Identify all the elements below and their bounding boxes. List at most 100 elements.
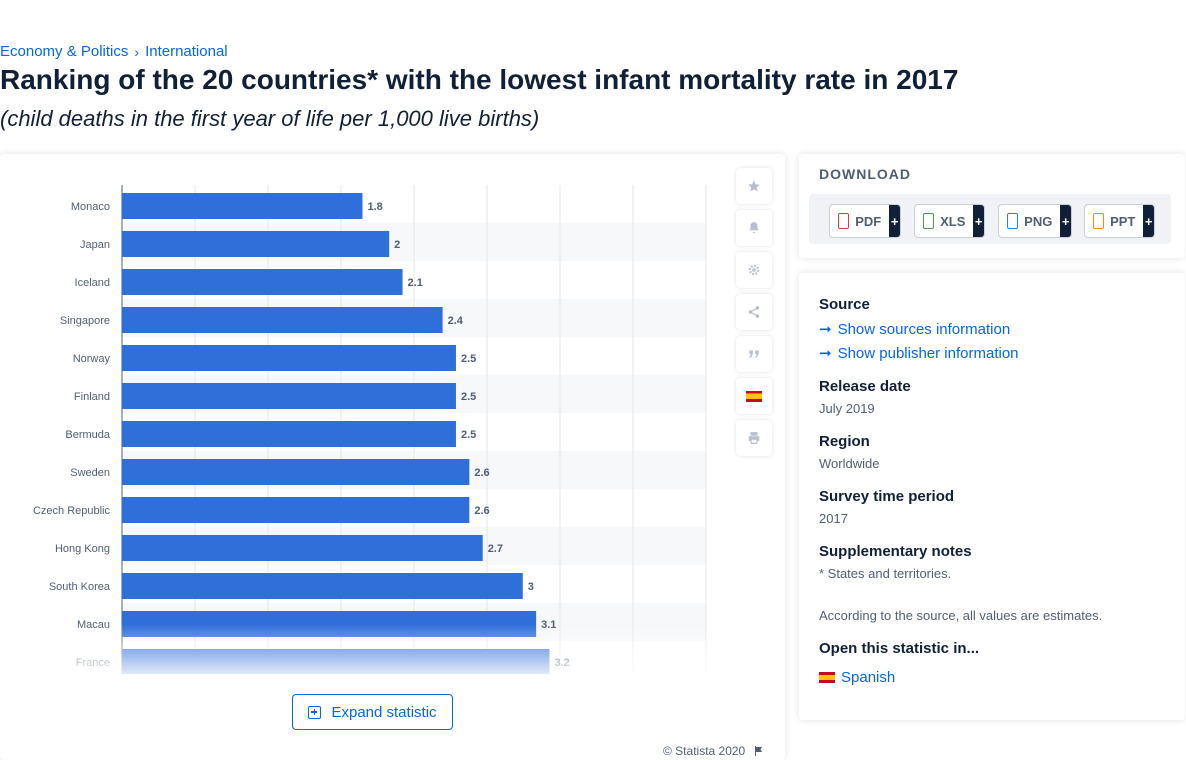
data-label: 3: [528, 581, 534, 593]
release-date-label: Release date: [819, 378, 911, 395]
download-pdf-label: PDF: [855, 213, 882, 229]
notification-button[interactable]: [736, 210, 772, 246]
bar[interactable]: [122, 535, 483, 561]
data-label: 2.7: [488, 543, 503, 555]
breadcrumb-separator: ›: [134, 43, 140, 60]
chart-toolbar: [736, 168, 772, 456]
breadcrumb: Economy & Politics › International: [0, 43, 228, 60]
bar[interactable]: [122, 421, 456, 447]
download-ppt-label: PPT: [1110, 213, 1136, 229]
open-in-spanish-label: Spanish: [841, 669, 896, 686]
settings-button[interactable]: [736, 252, 772, 288]
language-button[interactable]: [736, 378, 772, 414]
arrow-right-icon: ➞: [819, 345, 832, 362]
spanish-flag-icon: [746, 390, 762, 402]
region-value: Worldwide: [819, 456, 880, 471]
category-label: Finland: [74, 391, 110, 403]
source-label: Source: [819, 296, 870, 313]
category-label: France: [76, 657, 110, 669]
cite-button[interactable]: [736, 336, 772, 372]
download-png-plus[interactable]: +: [1060, 205, 1071, 237]
info-card: Source ➞ Show sources information ➞ Show…: [799, 273, 1185, 720]
category-label: Bermuda: [65, 429, 111, 441]
category-label: Macau: [77, 619, 110, 631]
bar[interactable]: [122, 193, 363, 219]
arrow-right-icon: ➞: [819, 321, 832, 338]
data-label: 2.4: [448, 315, 464, 327]
expand-icon: [308, 705, 322, 719]
copyright-text[interactable]: © Statista 2020: [663, 744, 746, 758]
print-button[interactable]: [736, 420, 772, 456]
download-xls-button[interactable]: XLS +: [914, 204, 985, 238]
share-icon: [748, 306, 760, 318]
bar[interactable]: [122, 459, 470, 485]
expand-label: Expand statistic: [331, 703, 437, 721]
spanish-flag-icon: [819, 672, 835, 683]
quote-icon: [749, 350, 759, 358]
data-label: 3.1: [541, 619, 556, 631]
data-label: 2.1: [408, 277, 423, 289]
breadcrumb-parent-link[interactable]: Economy & Politics: [0, 43, 129, 60]
category-label: Norway: [73, 353, 111, 365]
survey-period-label: Survey time period: [819, 488, 955, 505]
flag-icon[interactable]: [753, 745, 765, 757]
copyright: © Statista 2020: [663, 744, 765, 758]
bar[interactable]: [122, 345, 456, 371]
download-title: DOWNLOAD: [819, 166, 911, 182]
bar[interactable]: [122, 649, 550, 674]
category-label: Czech Republic: [33, 505, 111, 517]
breadcrumb-current-link[interactable]: International: [145, 43, 228, 60]
download-row: PDF + XLS + PNG + PPT +: [809, 194, 1171, 244]
open-in-spanish-link[interactable]: Spanish: [819, 669, 895, 686]
category-label: Monaco: [71, 201, 110, 213]
bar[interactable]: [122, 231, 390, 257]
category-label: Iceland: [75, 277, 110, 289]
data-label: 2.6: [474, 505, 489, 517]
supplementary-notes-label: Supplementary notes: [819, 543, 972, 560]
bar[interactable]: [122, 497, 470, 523]
show-publisher-label: Show publisher information: [837, 344, 1019, 362]
chart-card: Monaco 1.8 Japan 2 Iceland 2.1 Singapore 2.4 Nor…: [0, 154, 785, 760]
download-pdf-button[interactable]: PDF +: [829, 204, 901, 238]
survey-period-value: 2017: [819, 511, 848, 526]
bar[interactable]: [122, 269, 403, 295]
share-button[interactable]: [736, 294, 772, 330]
gear-icon: [748, 264, 760, 276]
bar-chart: Monaco 1.8 Japan 2 Iceland 2.1 Singapore 2.4 Nor…: [33, 185, 707, 674]
download-pdf-plus[interactable]: +: [889, 205, 900, 237]
open-in-label: Open this statistic in...: [819, 640, 980, 657]
download-png-button[interactable]: PNG +: [998, 204, 1072, 238]
expand-statistic-button[interactable]: Expand statistic: [292, 694, 453, 730]
png-icon: [1007, 213, 1019, 229]
download-png-label: PNG: [1024, 213, 1053, 229]
data-label: 2: [394, 239, 400, 251]
data-label: 1.8: [367, 201, 382, 213]
bell-icon: [749, 222, 759, 234]
ppt-icon: [1093, 213, 1105, 229]
download-card: DOWNLOAD PDF + XLS + PNG + PPT +: [799, 154, 1185, 258]
bar[interactable]: [122, 573, 523, 599]
print-icon: [748, 432, 760, 444]
pdf-icon: [838, 213, 850, 229]
show-publisher-link[interactable]: ➞ Show publisher information: [819, 344, 1019, 363]
bar[interactable]: [122, 611, 537, 637]
bar[interactable]: [122, 383, 456, 409]
category-label: Hong Kong: [55, 543, 110, 555]
data-label: 3.2: [554, 657, 569, 669]
supplementary-notes-value: * States and territories.: [819, 566, 952, 581]
download-ppt-plus[interactable]: +: [1143, 205, 1154, 237]
show-sources-link[interactable]: ➞ Show sources information: [819, 320, 1010, 339]
download-ppt-button[interactable]: PPT +: [1084, 204, 1155, 238]
page-title: Ranking of the 20 countries* with the lo…: [0, 64, 959, 95]
star-icon: [748, 180, 760, 192]
category-label: Sweden: [70, 467, 110, 479]
supplementary-notes-estimates: According to the source, all values are …: [819, 608, 1103, 623]
data-label: 2.5: [461, 429, 476, 441]
category-label: South Korea: [49, 581, 111, 593]
download-xls-label: XLS: [940, 213, 966, 229]
bar[interactable]: [122, 307, 443, 333]
data-label: 2.5: [461, 353, 476, 365]
download-xls-plus[interactable]: +: [973, 205, 984, 237]
category-label: Japan: [80, 239, 110, 251]
favorite-button[interactable]: [736, 168, 772, 204]
